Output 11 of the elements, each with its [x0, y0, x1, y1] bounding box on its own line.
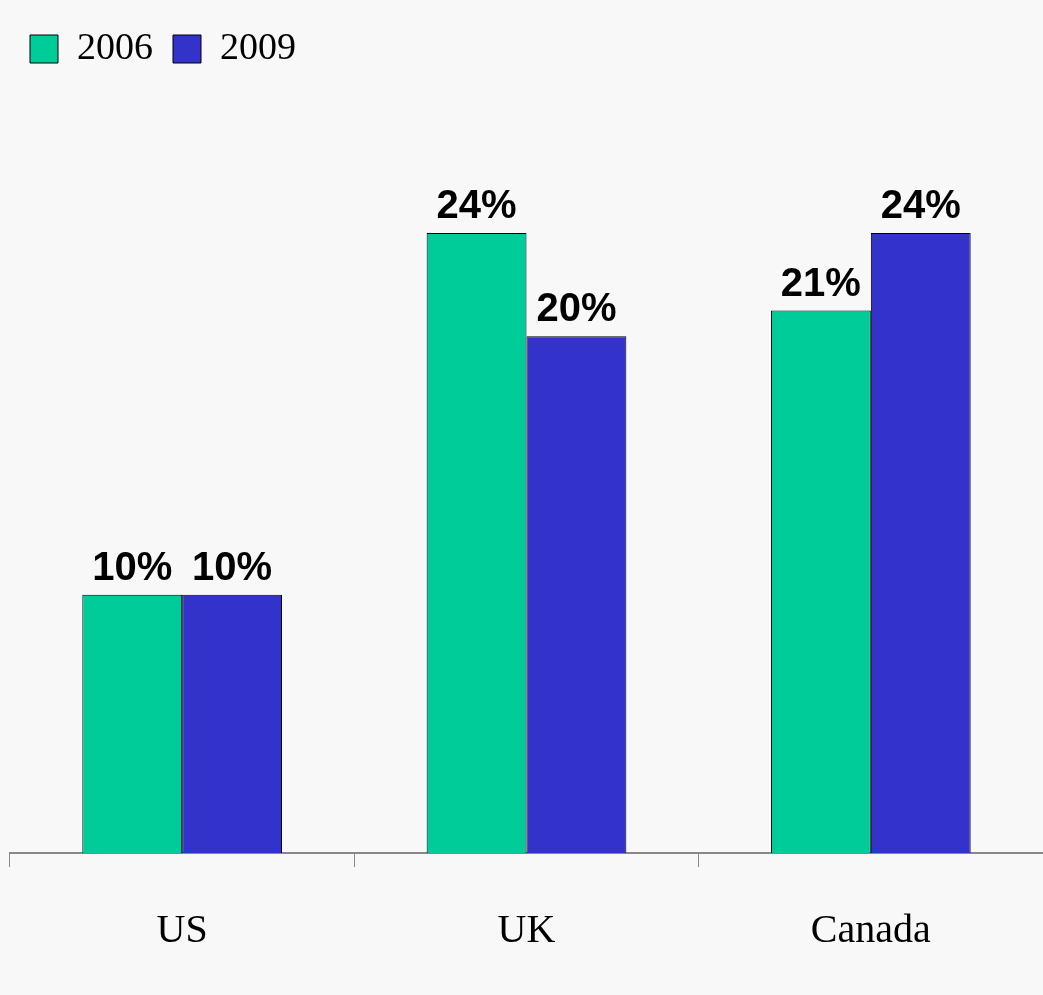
- x-tick-label: Canada: [810, 905, 932, 951]
- data-label: 20%: [536, 285, 617, 330]
- data-label: 10%: [192, 543, 273, 588]
- legend-label: 2009: [220, 24, 296, 67]
- x-tick-label: UK: [497, 905, 556, 951]
- data-label: 21%: [780, 259, 861, 304]
- x-tick-label: US: [156, 905, 208, 951]
- legend-label: 2006: [77, 24, 153, 67]
- data-label: 24%: [880, 182, 961, 227]
- data-label: 10%: [92, 543, 173, 588]
- data-label: 24%: [436, 182, 517, 227]
